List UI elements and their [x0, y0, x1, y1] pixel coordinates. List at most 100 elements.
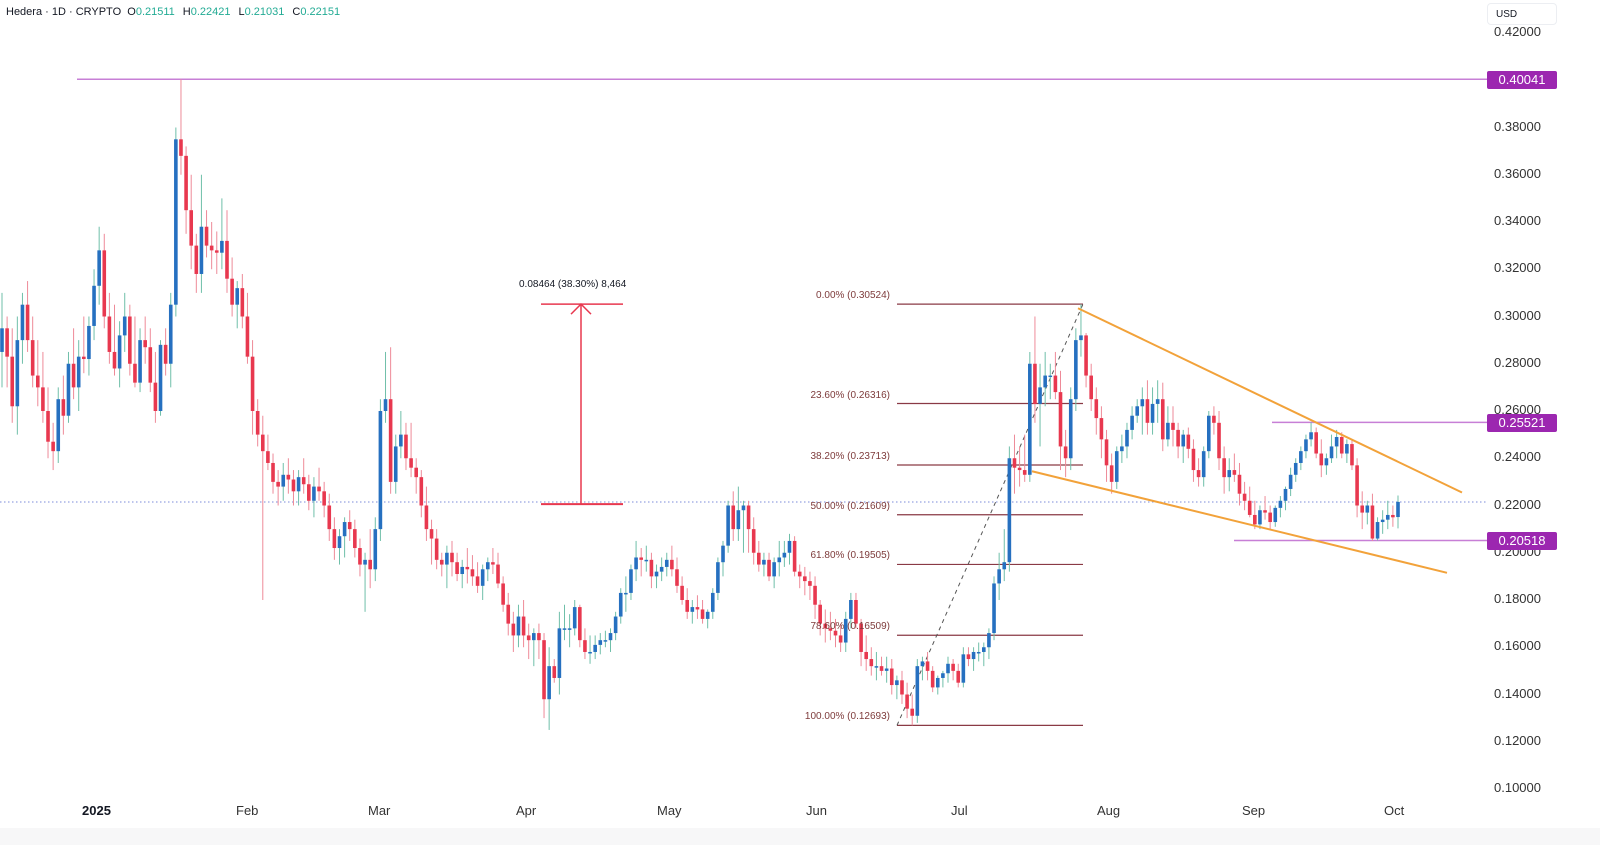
candle-body	[613, 616, 618, 634]
candle-body	[526, 635, 531, 641]
candle-body	[971, 651, 976, 660]
candle-body	[1089, 375, 1093, 400]
candle-body	[813, 585, 817, 605]
candle-body	[97, 250, 101, 286]
candle-body	[5, 328, 9, 357]
candle-body	[204, 226, 209, 246]
candle-body	[1350, 444, 1354, 466]
candle-body	[424, 505, 429, 530]
candle-body	[644, 559, 649, 562]
candle-body	[429, 529, 434, 539]
candle-body	[1114, 451, 1119, 482]
price-tick: 0.30000	[1494, 307, 1541, 323]
candle-body	[889, 668, 894, 686]
candle-body	[1084, 335, 1088, 376]
candle-body	[1278, 500, 1283, 508]
candle-body	[976, 651, 981, 654]
candle-body	[869, 659, 874, 667]
candle-body	[710, 592, 715, 612]
price-badge-040041: 0.40041	[1487, 71, 1557, 89]
candle-body	[567, 628, 572, 630]
candle-body	[1048, 375, 1053, 378]
candle-body	[639, 557, 643, 560]
currency-selector[interactable]: USD	[1487, 3, 1557, 25]
candle-body	[1043, 375, 1047, 388]
candle-body	[1385, 514, 1390, 520]
candle-body	[777, 557, 782, 563]
price-tick: 0.28000	[1494, 354, 1541, 370]
price-tick: 0.16000	[1494, 638, 1541, 654]
candle-body	[1104, 439, 1109, 466]
candle-body	[935, 677, 940, 688]
candle-body	[700, 609, 705, 619]
candle-body	[1370, 505, 1375, 539]
price-tick: 0.10000	[1494, 780, 1541, 795]
candle-body	[15, 340, 20, 407]
bottom-divider	[0, 828, 1600, 845]
candle-body	[1396, 501, 1400, 518]
time-tick: Jul	[951, 803, 968, 818]
candle-body	[112, 351, 117, 369]
candle-body	[1319, 453, 1324, 466]
candle-body	[404, 434, 408, 459]
candle-body	[230, 278, 234, 305]
candle-body	[664, 559, 669, 567]
candle-body	[598, 640, 603, 645]
candle-body	[1166, 422, 1170, 440]
candle-body	[951, 663, 955, 671]
symbol-legend: Hedera · 1D · CRYPTO O0.21511 H0.22421 L0.…	[6, 6, 341, 18]
candle-body	[501, 583, 505, 605]
candle-body	[455, 562, 459, 575]
candle-body	[342, 522, 347, 537]
candle-body	[762, 559, 766, 565]
candle-body	[450, 552, 454, 563]
candle-body	[485, 562, 490, 570]
candle-body	[838, 635, 843, 643]
candle-body	[184, 155, 188, 211]
candle-body	[1058, 392, 1063, 447]
candle-body	[731, 505, 736, 530]
candle-body	[859, 623, 863, 652]
candle-body	[1017, 467, 1022, 471]
candle-body	[174, 139, 178, 305]
candle-body	[76, 356, 81, 388]
candle-body	[685, 600, 690, 612]
time-tick: Sep	[1242, 803, 1266, 818]
candle-body	[1227, 470, 1232, 478]
candle-body	[1171, 422, 1175, 430]
candle-body	[250, 356, 255, 411]
price-tick: 0.26000	[1494, 402, 1541, 417]
candle-body	[741, 505, 746, 511]
low-value: 0.21031	[244, 6, 285, 18]
candle-body	[296, 477, 301, 492]
candle-body	[961, 654, 966, 683]
candle-body	[1273, 507, 1278, 523]
candle-body	[368, 559, 372, 570]
candle-body	[235, 288, 240, 305]
high-value: 0.22421	[190, 6, 231, 18]
candle-body	[383, 399, 388, 411]
candle-body	[716, 562, 720, 593]
candle-body	[1022, 470, 1027, 475]
candle-body	[1125, 429, 1129, 447]
candle-body	[1181, 434, 1186, 447]
candle-body	[199, 226, 204, 274]
candle-body	[925, 661, 930, 671]
fib-level-label: 100.00% (0.12693)	[804, 711, 890, 723]
candle-body	[828, 628, 833, 631]
candle-body	[71, 363, 76, 388]
measure-arrow-icon	[570, 303, 592, 315]
candle-body	[465, 566, 470, 570]
fib-level-label: 23.60% (0.26316)	[810, 389, 890, 401]
candle-body	[322, 491, 326, 506]
candle-body	[552, 666, 557, 678]
candle-body	[128, 316, 132, 364]
candle-body	[864, 651, 868, 660]
candle-body	[1176, 429, 1180, 447]
candle-body	[194, 245, 199, 274]
candle-body	[562, 628, 567, 630]
candle-body	[506, 604, 511, 624]
price-tick: 0.36000	[1494, 165, 1541, 181]
time-tick: May	[657, 803, 682, 818]
